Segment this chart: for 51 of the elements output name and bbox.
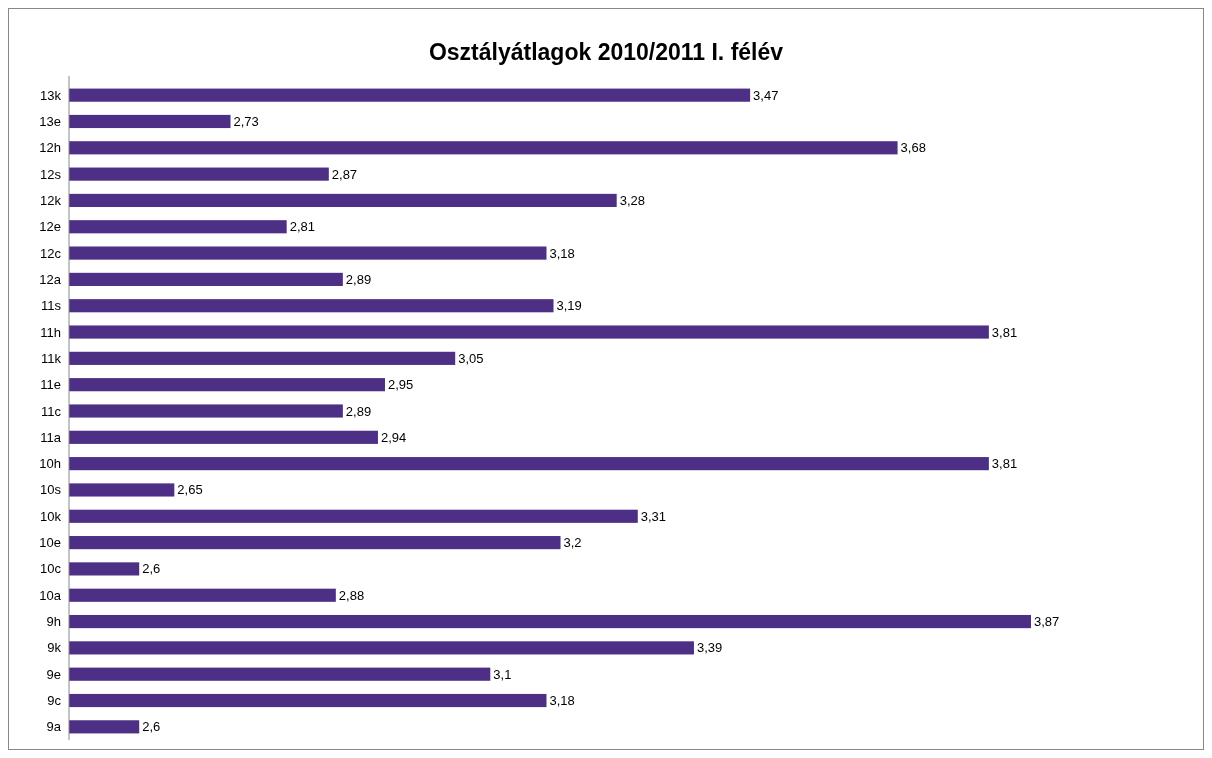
y-tick-label: 11a: [40, 429, 62, 445]
y-tick-label: 9c: [47, 693, 62, 709]
data-label: 3,81: [991, 456, 1018, 472]
y-tick-label: 11e: [40, 377, 61, 393]
y-tick-label: 11h: [40, 324, 61, 340]
y-tick-label: 12a: [39, 271, 62, 287]
y-tick-label: 9a: [46, 719, 62, 735]
y-tick-label: 13e: [39, 113, 61, 129]
data-label: 3,81: [991, 324, 1018, 340]
data-label: 3,47: [753, 87, 779, 103]
data-label: 2,89: [345, 403, 372, 419]
data-label: 3,18: [549, 693, 575, 709]
data-label: 2,89: [345, 271, 372, 287]
data-label: 3,39: [696, 640, 723, 656]
y-tick-label: 9h: [46, 614, 61, 630]
y-tick-label: 13k: [40, 87, 62, 103]
y-tick-label: 10a: [39, 587, 62, 603]
y-tick-label: 12k: [40, 192, 62, 208]
y-tick-label: 10e: [39, 535, 61, 551]
y-tick-label: 10c: [40, 561, 62, 577]
data-label: 3,28: [619, 192, 646, 208]
data-label: 3,1: [493, 666, 512, 682]
chart-title: Osztályátlagok 2010/2011 I. félév: [428, 39, 784, 65]
y-tick-label: 12h: [39, 140, 61, 156]
data-label: 3,19: [556, 298, 582, 314]
y-tick-label: 10h: [39, 456, 61, 472]
y-tick-label: 11s: [41, 298, 62, 314]
data-label: 3,18: [549, 245, 575, 261]
data-label: 3,68: [900, 140, 926, 156]
data-label: 2,88: [338, 587, 365, 603]
data-label: 3,87: [1034, 614, 1060, 630]
y-tick-label: 12c: [40, 245, 62, 261]
y-tick-label: 10k: [40, 508, 62, 524]
data-label: 2,95: [387, 377, 414, 393]
data-label: 3,31: [640, 508, 667, 524]
y-tick-label: 12s: [40, 166, 62, 182]
data-label: 2,87: [331, 166, 358, 182]
data-label: 3,2: [563, 535, 582, 551]
data-label: 2,65: [177, 482, 203, 498]
data-label: 3,05: [458, 350, 484, 366]
data-label: 2,81: [289, 219, 315, 235]
data-label: 2,6: [142, 561, 161, 577]
data-label: 2,6: [142, 719, 161, 735]
data-label: 2,94: [380, 429, 407, 445]
y-tick-label: 11c: [41, 403, 62, 419]
y-tick-label: 9k: [47, 640, 62, 656]
y-tick-label: 9e: [46, 666, 61, 682]
data-label: 2,73: [233, 113, 259, 129]
y-tick-label: 10s: [40, 482, 62, 498]
y-tick-label: 12e: [39, 219, 61, 235]
y-tick-label: 11k: [41, 350, 62, 366]
